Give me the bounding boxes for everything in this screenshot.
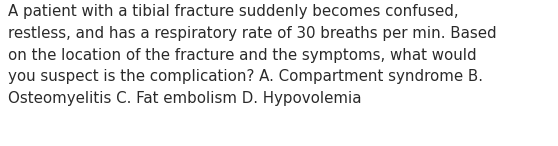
Text: A patient with a tibial fracture suddenly becomes confused,
restless, and has a : A patient with a tibial fracture suddenl… <box>8 4 497 106</box>
